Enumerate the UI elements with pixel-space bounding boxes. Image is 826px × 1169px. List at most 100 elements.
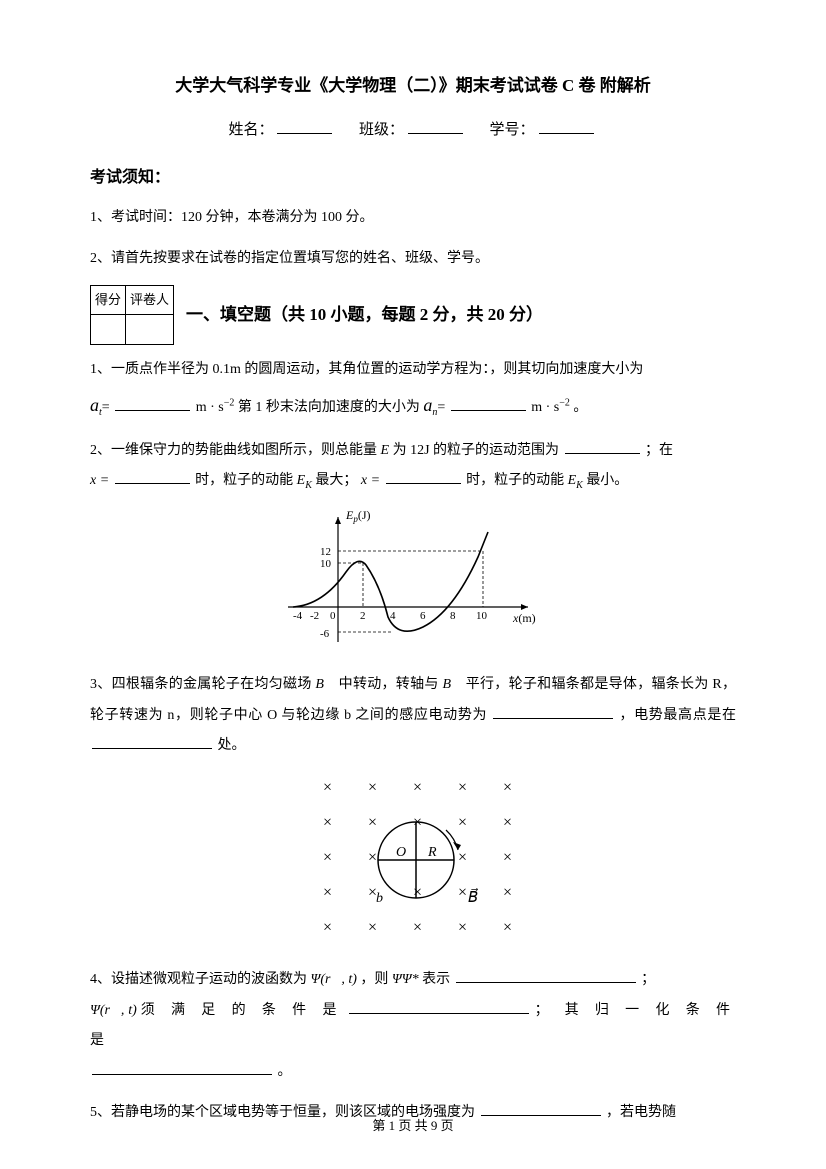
q3-B2: B⃗	[442, 677, 461, 692]
score-cell-2[interactable]	[126, 315, 174, 345]
page-footer: 第 1 页 共 9 页	[0, 1114, 826, 1139]
xtick-2: 0	[330, 610, 336, 622]
q1-text-2: 第 1 秒末法向加速度的大小为	[238, 400, 420, 415]
q2-blank-2[interactable]	[115, 470, 190, 484]
q2-text-6: 最大；	[315, 473, 357, 488]
q3-text-2: 中转动，转轴与	[339, 677, 439, 692]
q1-unit2b: −2	[559, 397, 570, 408]
R-label: R	[427, 845, 437, 860]
q4-text-3: 表示	[422, 972, 450, 987]
xtick-4: 4	[390, 610, 396, 622]
score-table: 得分 评卷人	[90, 285, 174, 345]
q4-psi1: Ψ(r⃗, t)	[311, 972, 357, 987]
q3-text-4: ，电势最高点是在	[619, 708, 736, 723]
ytick-12: 12	[320, 546, 331, 558]
q3-text-5: 处。	[218, 738, 246, 753]
q2-text-3: 的粒子的运动范围为	[433, 443, 559, 458]
q4-text-4: ；	[641, 972, 655, 987]
svg-text:×: ×	[503, 884, 512, 901]
svg-text:×: ×	[323, 919, 332, 936]
svg-text:×: ×	[413, 919, 422, 936]
xtick-7: 10	[476, 610, 488, 622]
xtick-0: -4	[293, 610, 303, 622]
score-col-1: 得分	[91, 285, 126, 315]
potential-energy-chart: Ep(J) x(m) -4 -2 0 2 4 6 8 10 10 12 -6	[278, 507, 548, 647]
ylabel: Ep(J)	[345, 508, 371, 524]
ytick-10: 10	[320, 558, 332, 570]
question-4: 4、设描述微观粒子运动的波函数为 Ψ(r⃗, t) ，则 ΨΨ* 表示 ； Ψ(…	[90, 965, 736, 1088]
q1-eq2: =	[437, 400, 445, 415]
q3-blank-1[interactable]	[493, 705, 613, 719]
student-info-line: 姓名： 班级： 学号：	[90, 116, 736, 145]
q3-diagram: ××××× ××××× ×××× ××××× ××××× O R b B⃗	[90, 772, 736, 953]
B-label: B⃗	[468, 887, 478, 906]
q2-x2: x =	[361, 473, 380, 488]
q2-val: 12J	[410, 443, 429, 458]
b-label: b	[376, 891, 383, 906]
question-1: 1、一质点作半径为 0.1m 的圆周运动，其角位置的运动学方程为：，则其切向加速…	[90, 355, 736, 425]
q4-text-5: 须 满 足 的 条 件 是	[141, 1003, 343, 1018]
q2-text-4: ；在	[645, 443, 673, 458]
score-cell-1[interactable]	[91, 315, 126, 345]
svg-text:×: ×	[323, 849, 332, 866]
q4-text-1: 4、设描述微观粒子运动的波函数为	[90, 972, 307, 987]
cross-grid: ××××× ××××× ×××× ××××× ×××××	[323, 779, 512, 936]
notice-item-1: 1、考试时间：120 分钟，本卷满分为 100 分。	[90, 203, 736, 234]
svg-text:×: ×	[503, 814, 512, 831]
q4-blank-1[interactable]	[456, 969, 636, 983]
q1-at-symbol: a	[90, 395, 99, 415]
q1-unit1b: −2	[224, 397, 235, 408]
xtick-3: 2	[360, 610, 366, 622]
q4-psi3: Ψ(r⃗, t)	[90, 1003, 137, 1018]
q4-blank-2[interactable]	[349, 1000, 529, 1014]
wheel-magnetic-field: ××××× ××××× ×××× ××××× ××××× O R b B⃗	[298, 772, 528, 942]
q4-blank-3[interactable]	[92, 1061, 272, 1075]
name-blank[interactable]	[277, 120, 332, 134]
svg-text:×: ×	[368, 779, 377, 796]
q4-psi2: ΨΨ*	[392, 972, 419, 987]
name-label: 姓名：	[228, 122, 273, 138]
xlabel: x(m)	[512, 611, 536, 625]
svg-text:×: ×	[458, 849, 467, 866]
q2-graph: Ep(J) x(m) -4 -2 0 2 4 6 8 10 10 12 -6	[90, 507, 736, 658]
q2-text-2: 为	[393, 443, 407, 458]
q2-text-5: 时，粒子的动能	[195, 473, 293, 488]
q1-period: 。	[573, 400, 587, 415]
svg-text:×: ×	[458, 919, 467, 936]
q2-E: E	[381, 443, 390, 458]
q1-blank-2[interactable]	[451, 397, 526, 411]
svg-text:×: ×	[503, 779, 512, 796]
q1-blank-1[interactable]	[115, 397, 190, 411]
q1-an-symbol: a	[423, 395, 432, 415]
class-blank[interactable]	[408, 120, 463, 134]
q2-text-1: 2、一维保守力的势能曲线如图所示，则总能量	[90, 443, 377, 458]
q2-blank-3[interactable]	[386, 470, 461, 484]
xtick-1: -2	[310, 610, 319, 622]
svg-text:×: ×	[323, 779, 332, 796]
exam-title: 大学大气科学专业《大学物理（二）》期末考试试卷 C 卷 附解析	[90, 70, 736, 102]
id-label: 学号：	[490, 122, 535, 138]
question-3: 3、四根辐条的金属轮子在均匀磁场 B⃗ 中转动，转轴与 B⃗ 平行，轮子和辐条都…	[90, 670, 736, 762]
notice-item-2: 2、请首先按要求在试卷的指定位置填写您的姓名、班级、学号。	[90, 244, 736, 275]
q1-eq1: =	[102, 400, 110, 415]
q4-text-7: 。	[278, 1064, 292, 1079]
q2-x1: x =	[90, 473, 109, 488]
id-blank[interactable]	[539, 120, 594, 134]
svg-text:×: ×	[323, 884, 332, 901]
q3-B1: B⃗	[315, 677, 334, 692]
q2-text-8: 最小。	[586, 473, 628, 488]
q2-Ek2: E	[568, 473, 577, 488]
q1-unit2a: m · s	[531, 400, 559, 415]
svg-text:×: ×	[458, 884, 467, 901]
q1-unit1a: m · s	[196, 400, 224, 415]
svg-text:×: ×	[503, 919, 512, 936]
svg-text:×: ×	[368, 919, 377, 936]
q3-blank-2[interactable]	[92, 735, 212, 749]
q1-text-1: 1、一质点作半径为 0.1m 的圆周运动，其角位置的运动学方程为：，则其切向加速…	[90, 362, 643, 377]
svg-text:×: ×	[323, 814, 332, 831]
q2-blank-1[interactable]	[565, 440, 640, 454]
q2-Ek1: E	[297, 473, 306, 488]
score-col-2: 评卷人	[126, 285, 174, 315]
ytick-neg6: -6	[320, 628, 330, 640]
class-label: 班级：	[359, 122, 404, 138]
